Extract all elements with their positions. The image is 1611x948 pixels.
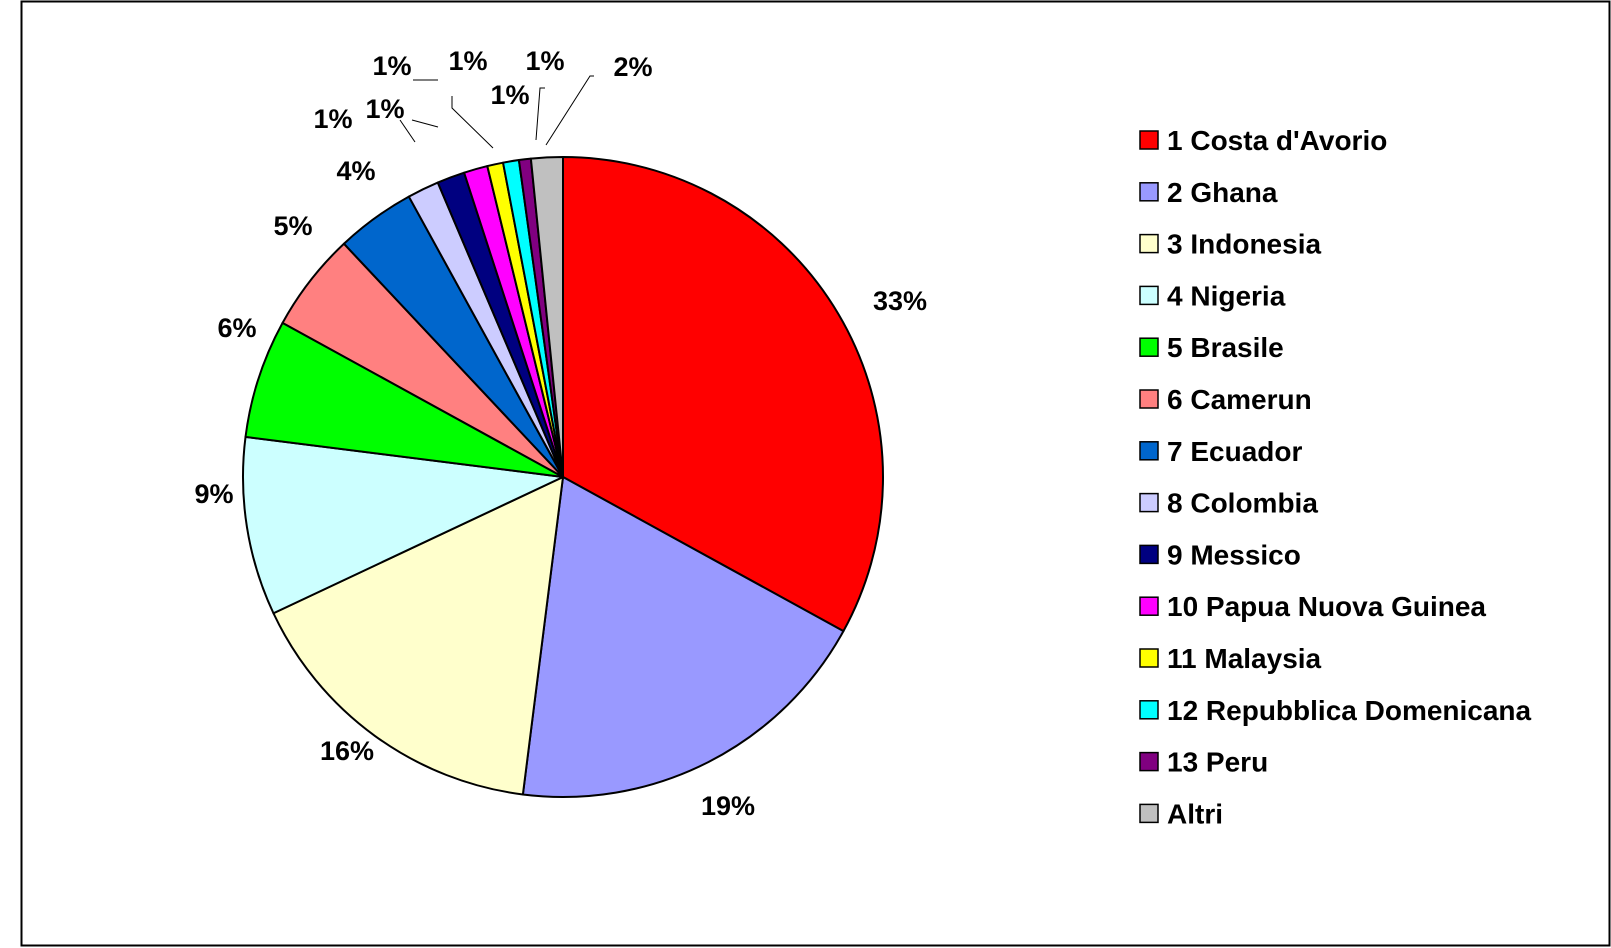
legend-swatch-6-camerun xyxy=(1139,389,1159,409)
data-label-7-ecuador: 4% xyxy=(336,156,375,186)
legend-label-9-messico: 9 Messico xyxy=(1167,539,1301,570)
data-label-9-messico: 1% xyxy=(365,94,404,124)
legend-label-3-indonesia: 3 Indonesia xyxy=(1167,229,1321,260)
legend-swatch-4-nigeria xyxy=(1139,285,1159,306)
legend-label-7-ecuador: 7 Ecuador xyxy=(1167,436,1302,467)
leader-line-11-malaysia xyxy=(451,96,494,149)
data-label-1-costa-d-avorio: 33% xyxy=(873,286,927,316)
pie-slices xyxy=(242,156,884,798)
legend-swatch-9-messico xyxy=(1139,544,1159,565)
legend-label-6-camerun: 6 Camerun xyxy=(1167,384,1312,415)
legend-label-12-repubblica-domenicana: 12 Repubblica Domenicana xyxy=(1167,695,1532,726)
pie-slice-altri xyxy=(529,156,564,478)
data-label-5-brasile: 6% xyxy=(217,313,256,343)
data-label-6-camerun: 5% xyxy=(273,211,312,241)
data-label-12-repubblica-domenicana: 1% xyxy=(490,80,529,110)
legend-swatch-1-costa-d-avorio xyxy=(1139,130,1159,150)
legend-swatch-7-ecuador xyxy=(1139,441,1159,461)
pie-slice-5-brasile xyxy=(244,321,564,478)
legend-swatch-8-colombia xyxy=(1139,492,1159,513)
legend-swatch-altri xyxy=(1139,803,1159,824)
legend-swatch-10-papua-nuova-guinea xyxy=(1139,596,1159,616)
data-label-8-colombia: 1% xyxy=(313,104,352,134)
legend-swatch-3-indonesia xyxy=(1139,233,1159,254)
legend-label-13-peru: 13 Peru xyxy=(1167,747,1268,778)
data-label-altri: 2% xyxy=(613,52,652,82)
pie-slice-1-costa-d-avorio xyxy=(562,156,884,633)
legend-swatch-13-peru xyxy=(1139,751,1159,772)
data-labels: 33%19%16%9%6%5%4%1% 1%1% 1%1%1% 2% xyxy=(194,46,927,821)
legend: 1 Costa d'Avorio 2 Ghana 3 Indonesia 4 Nige… xyxy=(1139,125,1532,829)
data-label-2-ghana: 19% xyxy=(701,791,755,821)
pie-slice-4-nigeria xyxy=(242,435,564,615)
leader-line-9-messico xyxy=(411,119,439,128)
legend-label-5-brasile: 5 Brasile xyxy=(1167,332,1284,363)
legend-label-10-papua-nuova-guinea: 10 Papua Nuova Guinea xyxy=(1167,591,1486,622)
data-label-13-peru: 1% xyxy=(525,46,564,76)
legend-label-2-ghana: 2 Ghana xyxy=(1167,177,1278,208)
leader-line-13-peru xyxy=(535,87,545,141)
data-label-11-malaysia: 1% xyxy=(448,46,487,76)
leader-line-8-colombia xyxy=(399,119,416,143)
pie-slice-2-ghana xyxy=(521,476,845,798)
legend-label-altri: Altri xyxy=(1167,798,1223,829)
legend-swatch-11-malaysia xyxy=(1139,648,1159,668)
leader-lines xyxy=(399,75,594,149)
legend-label-1-costa-d-avorio: 1 Costa d'Avorio xyxy=(1167,125,1387,156)
data-label-3-indonesia: 16% xyxy=(320,736,374,766)
data-label-4-nigeria: 9% xyxy=(194,479,233,509)
legend-label-8-colombia: 8 Colombia xyxy=(1167,488,1318,519)
legend-label-11-malaysia: 11 Malaysia xyxy=(1167,643,1322,674)
legend-swatch-5-brasile xyxy=(1139,337,1159,357)
data-label-10-papua-nuova-guinea: 1% xyxy=(372,51,411,81)
legend-swatch-12-repubblica-domenicana xyxy=(1139,700,1159,720)
pie-slice-3-indonesia xyxy=(272,476,564,796)
legend-swatch-2-ghana xyxy=(1139,182,1159,202)
legend-label-4-nigeria: 4 Nigeria xyxy=(1167,280,1286,311)
leader-line-altri xyxy=(545,75,594,146)
